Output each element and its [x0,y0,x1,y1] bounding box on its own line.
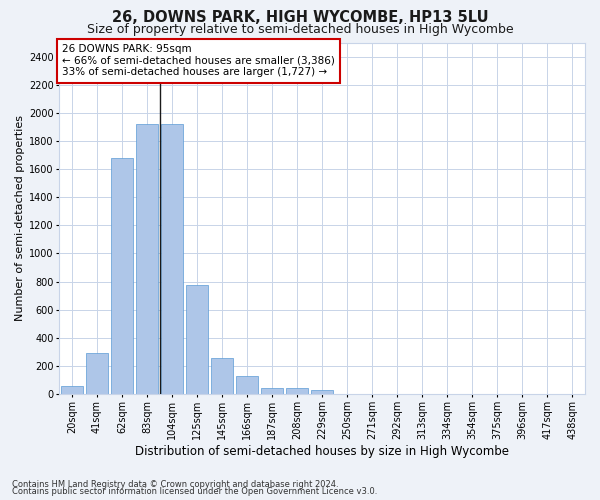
Bar [86,353,108,394]
Bar [136,124,158,394]
Text: Size of property relative to semi-detached houses in High Wycombe: Size of property relative to semi-detach… [86,22,514,36]
Bar [111,158,133,394]
Bar [311,390,334,394]
Bar [61,386,83,394]
Bar [186,285,208,394]
Bar [261,388,283,394]
Text: Contains public sector information licensed under the Open Government Licence v3: Contains public sector information licen… [12,487,377,496]
Text: 26, DOWNS PARK, HIGH WYCOMBE, HP13 5LU: 26, DOWNS PARK, HIGH WYCOMBE, HP13 5LU [112,10,488,25]
Text: Contains HM Land Registry data © Crown copyright and database right 2024.: Contains HM Land Registry data © Crown c… [12,480,338,489]
Bar [161,124,184,394]
Bar [236,376,259,394]
Bar [211,358,233,394]
X-axis label: Distribution of semi-detached houses by size in High Wycombe: Distribution of semi-detached houses by … [135,444,509,458]
Bar [286,388,308,394]
Y-axis label: Number of semi-detached properties: Number of semi-detached properties [15,116,25,322]
Text: 26 DOWNS PARK: 95sqm
← 66% of semi-detached houses are smaller (3,386)
33% of se: 26 DOWNS PARK: 95sqm ← 66% of semi-detac… [62,44,335,78]
